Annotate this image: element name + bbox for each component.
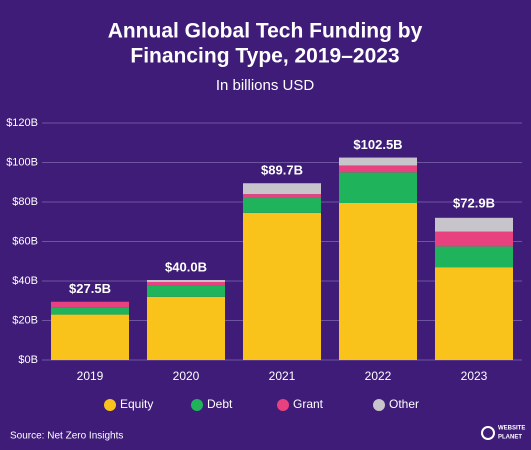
source: Source: Net Zero Insights bbox=[10, 431, 123, 442]
bar-segment bbox=[435, 246, 513, 268]
logo-icon bbox=[481, 426, 495, 440]
bar-segment bbox=[243, 212, 321, 360]
total-label: $89.7B bbox=[261, 162, 303, 177]
total-label: $40.0B bbox=[165, 259, 207, 274]
bar-segment bbox=[435, 217, 513, 232]
legend-label: Grant bbox=[293, 397, 324, 411]
total-label: $72.9B bbox=[453, 195, 495, 210]
x-tick-label: 2021 bbox=[269, 369, 296, 383]
legend-swatch bbox=[277, 399, 289, 411]
y-tick-label: $120B bbox=[6, 117, 38, 129]
y-tick-label: $20B bbox=[12, 314, 38, 326]
bar-segment bbox=[147, 281, 225, 286]
legend-label: Equity bbox=[120, 397, 153, 411]
bar-segment bbox=[243, 198, 321, 213]
legend-swatch bbox=[373, 399, 385, 411]
chart-title: Annual Global Tech Funding by bbox=[108, 20, 423, 43]
x-tick-label: 2023 bbox=[461, 369, 488, 383]
bar-segment bbox=[339, 157, 417, 166]
chart-title: Financing Type, 2019–2023 bbox=[130, 45, 399, 68]
chart-subtitle: In billions USD bbox=[216, 77, 315, 94]
bar-segment bbox=[339, 172, 417, 203]
y-tick-label: $100B bbox=[6, 156, 38, 168]
logo-text: PLANET bbox=[498, 435, 522, 441]
logo-text: WEBSITE bbox=[498, 426, 525, 432]
bar-segment bbox=[243, 194, 321, 199]
bar-segment bbox=[339, 165, 417, 173]
x-tick-label: 2020 bbox=[173, 369, 200, 383]
y-tick-label: $0B bbox=[18, 354, 38, 366]
bar-segment bbox=[339, 202, 417, 360]
x-tick-label: 2022 bbox=[365, 369, 392, 383]
y-tick-label: $80B bbox=[12, 196, 38, 208]
y-tick-label: $60B bbox=[12, 235, 38, 247]
legend-label: Debt bbox=[207, 397, 233, 411]
bar-segment bbox=[51, 301, 129, 308]
bar-segment bbox=[435, 231, 513, 247]
total-label: $102.5B bbox=[353, 137, 402, 152]
bar-segment bbox=[51, 314, 129, 360]
legend-swatch bbox=[191, 399, 203, 411]
legend-label: Other bbox=[389, 397, 419, 411]
x-tick-label: 2019 bbox=[77, 369, 104, 383]
bar-segment bbox=[243, 183, 321, 195]
y-tick-label: $40B bbox=[12, 275, 38, 287]
bar-segment bbox=[147, 280, 225, 282]
bar-segment bbox=[51, 307, 129, 315]
bar-segment bbox=[147, 285, 225, 297]
bar-segment bbox=[435, 267, 513, 360]
bar-segment bbox=[147, 296, 225, 360]
legend-swatch bbox=[104, 399, 116, 411]
total-label: $27.5B bbox=[69, 281, 111, 296]
